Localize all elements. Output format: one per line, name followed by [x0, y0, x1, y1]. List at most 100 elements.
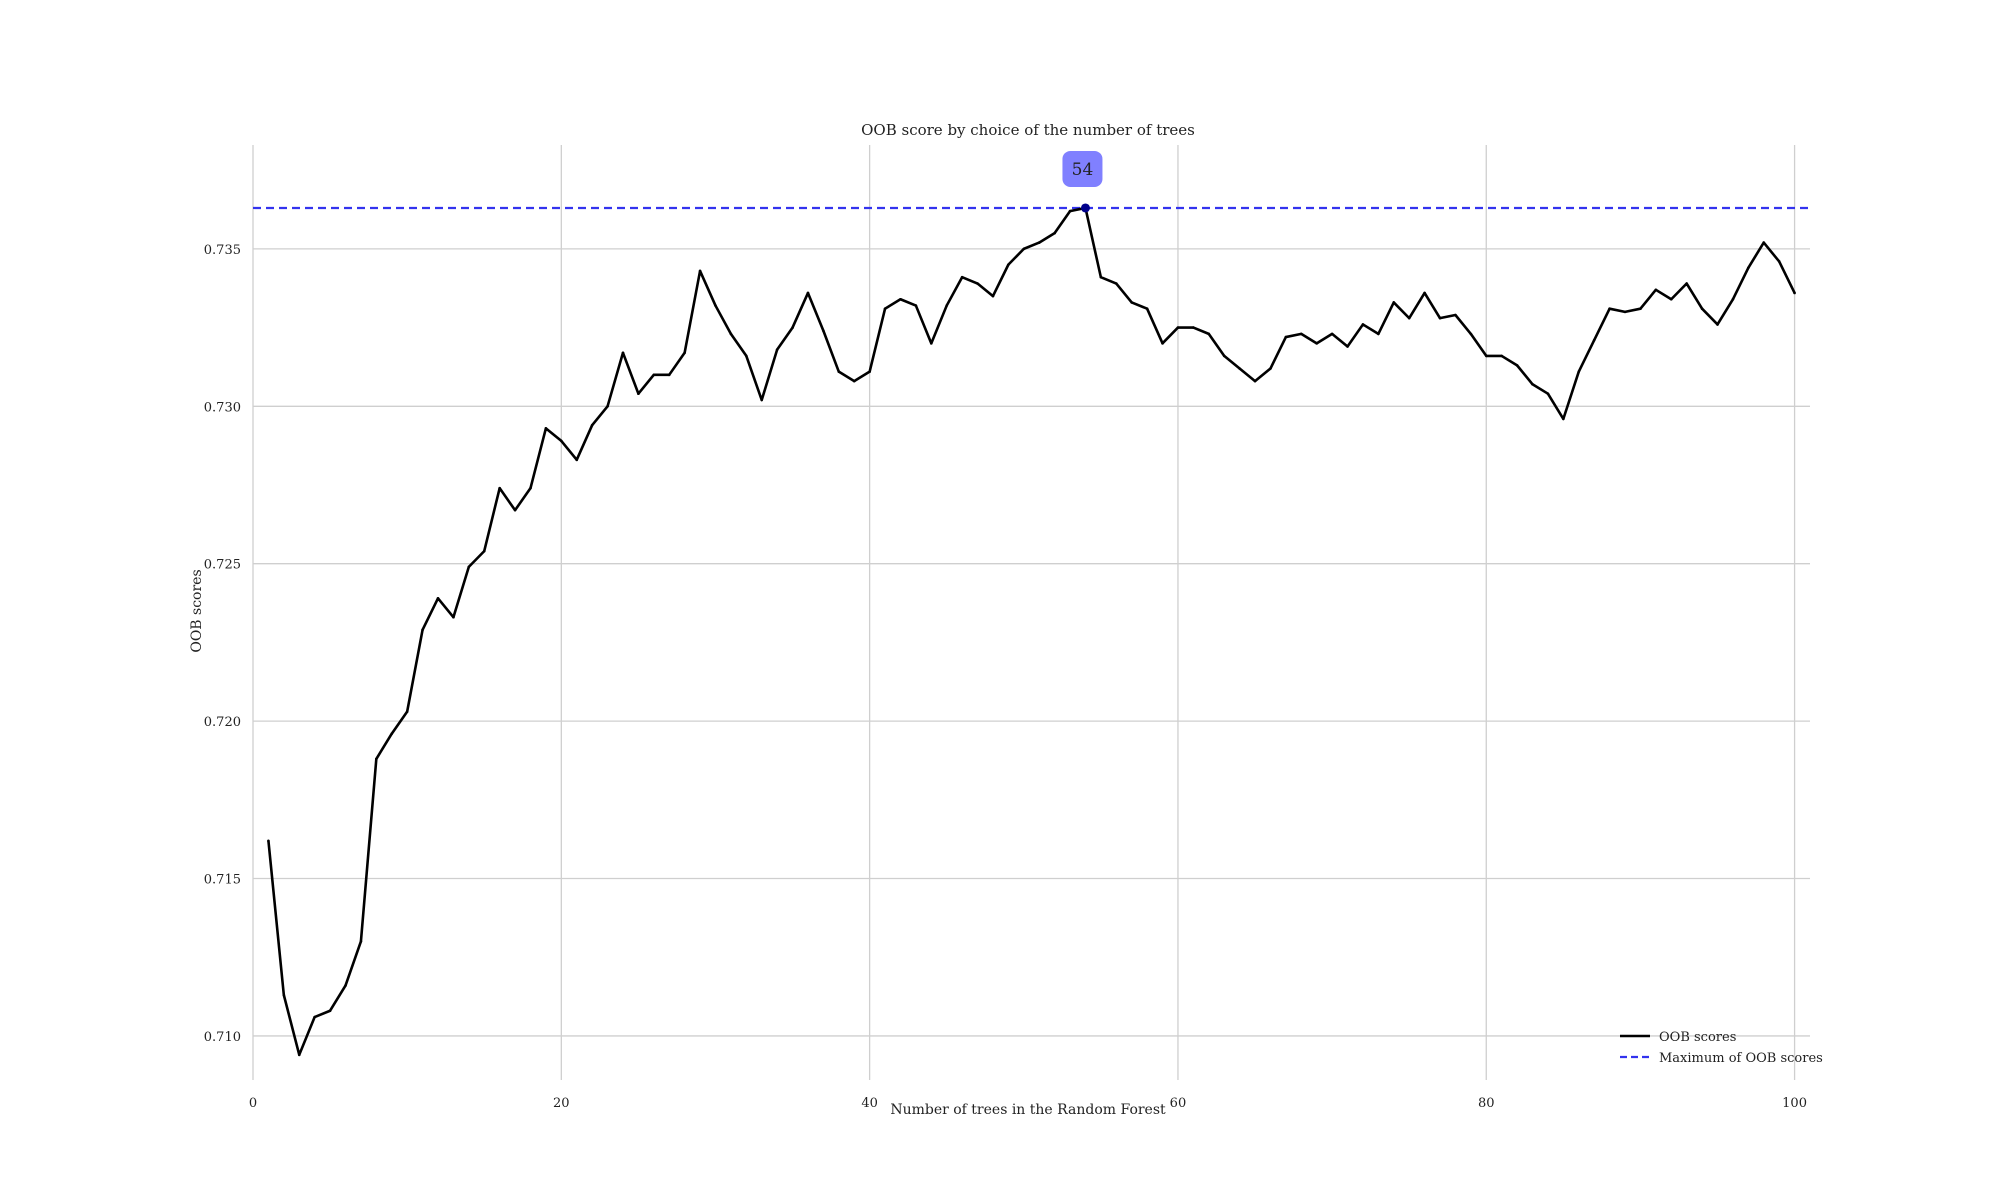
oob-score-point [1716, 323, 1719, 326]
oob-score-point [1207, 332, 1211, 336]
oob-score-point [698, 269, 702, 273]
oob-score-point [1099, 275, 1103, 279]
oob-score-point [791, 326, 794, 329]
oob-score-point [1361, 323, 1365, 326]
oob-score-point [637, 392, 640, 396]
oob-score-point [1623, 310, 1627, 314]
oob-score-point [806, 291, 810, 295]
oob-score-point [852, 379, 856, 383]
oob-score-point [1469, 332, 1473, 336]
max-point-marker [1080, 203, 1090, 213]
oob-score-point [1423, 291, 1426, 295]
y-tick-label: 0.720 [204, 715, 241, 730]
oob-score-point [1577, 370, 1581, 373]
oob-score-point [1700, 307, 1704, 311]
oob-score-point [1053, 231, 1056, 235]
oob-score-point [282, 993, 286, 997]
x-axis-title: Number of trees in the Random Forest [890, 1102, 1166, 1118]
oob-score-point [1269, 367, 1272, 370]
oob-score-point [1037, 241, 1041, 244]
oob-score-point [359, 940, 363, 943]
oob-score-point [1747, 266, 1750, 270]
oob-score-point [621, 351, 625, 355]
oob-score-point [868, 370, 871, 373]
oob-scores-line [267, 206, 1796, 1057]
oob-score-point [837, 370, 841, 373]
oob-score-point [1407, 316, 1411, 320]
x-tick-label: 100 [1782, 1096, 1807, 1111]
oob-score-point [729, 332, 733, 336]
y-tick-label: 0.710 [204, 1030, 241, 1045]
oob-score-point [1377, 332, 1380, 336]
oob-score-point [1007, 263, 1010, 266]
y-tick-label: 0.735 [204, 243, 241, 258]
oob-score-point [1222, 354, 1226, 358]
y-tick-label: 0.715 [204, 873, 241, 888]
y-tick-label: 0.725 [204, 558, 241, 573]
oob-score-point [590, 423, 594, 427]
oob-score-point [1793, 291, 1796, 295]
x-tick-label: 20 [553, 1096, 570, 1111]
oob-score-point [1592, 338, 1596, 342]
x-tick-label: 40 [861, 1096, 878, 1111]
chart-title: OOB score by choice of the number of tre… [861, 121, 1195, 139]
x-tick-label: 0 [249, 1096, 257, 1111]
legend: OOB scores Maximum of OOB scores [1620, 1030, 1823, 1066]
oob-score-point [822, 329, 825, 333]
oob-score-point [529, 486, 532, 490]
oob-score-point [1330, 332, 1334, 336]
oob-score-point [344, 984, 347, 987]
oob-score-point [606, 404, 609, 408]
oob-score-point [1685, 282, 1688, 285]
oob-score-point [883, 307, 887, 311]
oob-score-point [390, 732, 394, 736]
oob-score-point [1608, 307, 1611, 311]
oob-score-point [914, 304, 918, 307]
y-tick-labels: 0.710 0.715 0.720 0.725 0.730 0.735 [204, 243, 241, 1045]
oob-score-point [1562, 417, 1565, 421]
x-gridlines [252, 145, 1796, 1080]
oob-score-point [313, 1015, 316, 1019]
max-point-badge: 54 [1062, 150, 1103, 187]
oob-score-point [1022, 247, 1026, 251]
oob-score-point [1500, 354, 1503, 358]
oob-score-point [1762, 241, 1766, 244]
oob-score-point [436, 597, 440, 600]
oob-score-point [652, 373, 656, 377]
oob-score-point [513, 508, 517, 512]
oob-score-point [267, 839, 270, 843]
oob-score-point [1515, 364, 1519, 367]
legend-label-max-oob: Maximum of OOB scores [1659, 1051, 1823, 1066]
oob-score-point [1299, 332, 1303, 336]
oob-score-point [760, 398, 764, 402]
oob-score-point [775, 348, 779, 351]
oob-score-point [1253, 379, 1257, 383]
oob-score-point [745, 354, 748, 358]
oob-score-point [683, 351, 686, 355]
oob-score-point [976, 282, 979, 285]
oob-score-point [1669, 297, 1673, 301]
oob-score-point [1438, 316, 1442, 320]
oob-score-point [575, 458, 579, 462]
oob-score-points [267, 206, 1796, 1057]
oob-score-point [1145, 307, 1149, 311]
oob-score-point [1284, 335, 1288, 339]
oob-score-point [482, 549, 486, 553]
oob-score-point [405, 710, 409, 713]
oob-score-point [328, 1009, 332, 1013]
oob-score-point [714, 304, 717, 307]
oob-score-point [960, 275, 964, 279]
oob-score-point [1130, 301, 1134, 304]
oob-score-point [1315, 342, 1318, 345]
oob-score-point [375, 757, 378, 761]
oob-score-point [421, 628, 424, 632]
y-gridlines [253, 248, 1810, 1037]
oob-score-point [1484, 354, 1488, 358]
oob-score-point [1777, 260, 1781, 263]
x-tick-label: 60 [1170, 1096, 1187, 1111]
oob-score-point [1392, 301, 1396, 304]
oob-score-point [945, 304, 949, 307]
oob-score-point [467, 565, 471, 569]
